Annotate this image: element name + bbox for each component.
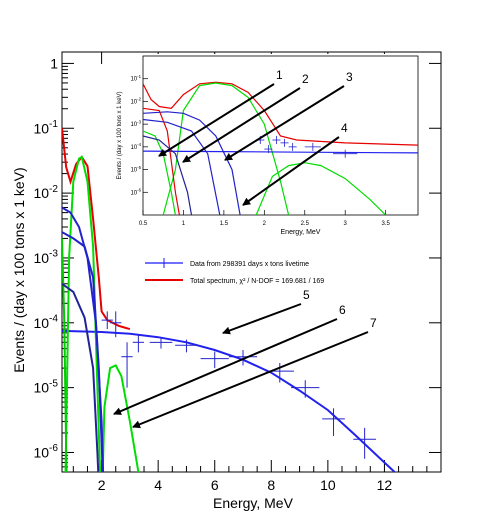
inset-series-line-red-steep — [143, 107, 180, 215]
inset-y-axis-label: Events / (day x 100 tons x 1 keV) — [117, 91, 123, 179]
inset-series-line-flat — [143, 150, 418, 154]
inset-series-line-main-peak — [162, 82, 290, 215]
annotation-arrow-2 — [182, 87, 301, 163]
series-line-blue-component-3 — [62, 282, 100, 472]
y-axis-label: Events / (day x 100 tons x 1 keV) — [11, 167, 27, 372]
x-tick-label: 8 — [267, 477, 275, 493]
annotation-arrow-6 — [113, 318, 338, 415]
inset-series-line-blue-component-2 — [143, 118, 221, 215]
inset-x-tick-label: 3 — [344, 221, 348, 227]
inset-series-line-total-spectrum — [143, 81, 418, 146]
series-line-blue-component-2 — [62, 231, 104, 472]
y-tick-label: 10-1 — [33, 119, 58, 136]
inset-x-tick-label: 3.5 — [381, 221, 390, 227]
x-axis-label: Energy, MeV — [213, 495, 294, 511]
series-line-low-energy-component — [62, 238, 68, 472]
y-tick-label: 10-3 — [33, 249, 58, 266]
x-tick-label: 6 — [211, 477, 219, 493]
inset-x-tick-label: 2.5 — [301, 221, 310, 227]
inset-y-tick-label: 10-5 — [130, 165, 141, 174]
series-line-total-spectrum — [62, 128, 131, 331]
annotation-label-1: 1 — [276, 68, 283, 82]
inset-plot: 0.5 1 1.5 2 2.5 3 3.5 10-6 10-5 10-4 10-3 10-2 10-1 E… — [117, 54, 420, 245]
y-tick-label: 10-5 — [33, 378, 58, 395]
x-tick-label: 10 — [320, 477, 336, 493]
inset-series-group — [143, 81, 418, 215]
inset-x-tick-label: 1.5 — [220, 221, 229, 227]
annotation-label-2: 2 — [302, 72, 309, 86]
annotation-arrow-3 — [224, 85, 345, 161]
annotation-label-3: 3 — [346, 70, 353, 84]
inset-series-line-blue-component-3 — [143, 135, 193, 215]
x-tick-label: 4 — [154, 477, 162, 493]
inset-y-tick-label: 10-3 — [130, 119, 141, 128]
annotation-arrow-7 — [132, 331, 369, 429]
annotation-arrow-4 — [242, 136, 340, 206]
inset-y-tick-label: 10-4 — [130, 142, 141, 151]
inset-y-tick-label: 10-6 — [130, 188, 141, 197]
inset-x-axis-label: Energy, MeV — [281, 229, 321, 236]
y-tick-label: 10-4 — [33, 313, 58, 330]
y-tick-label: 10-6 — [33, 443, 58, 460]
annotation-arrows: 1 2 3 4 5 6 7 — [113, 68, 377, 429]
series-line-high-energy-gaussian — [101, 364, 140, 472]
annotation-label-6: 6 — [339, 303, 346, 317]
inset-y-tick-label: 10-1 — [130, 74, 141, 83]
inset-frame — [142, 55, 419, 216]
inset-x-tick-label: 1 — [182, 221, 186, 227]
legend: Data from 298391 days x tons livetime Tot… — [145, 258, 324, 285]
legend-label: Data from 298391 days x tons livetime — [190, 261, 309, 268]
legend-label: Total spectrum, χ² / N-DOF = 169.681 / 1… — [190, 278, 324, 285]
inset-y-tick-label: 10-2 — [130, 97, 141, 106]
y-tick-label: 10-2 — [33, 184, 58, 201]
annotation-arrow-5 — [222, 303, 302, 335]
annotation-label-7: 7 — [370, 316, 377, 330]
y-tick-label: 1 — [50, 55, 58, 71]
main-series-group — [62, 128, 397, 472]
inset-x-tick-label: 2 — [263, 221, 267, 227]
inset-background — [141, 54, 420, 245]
x-tick-label: 12 — [377, 477, 393, 493]
annotation-label-5: 5 — [303, 288, 310, 302]
x-tick-label: 2 — [98, 477, 106, 493]
inset-x-tick-label: 0.5 — [139, 221, 148, 227]
inset-series-line-blue-component-1 — [143, 111, 241, 215]
annotation-arrow-1 — [158, 83, 275, 157]
inset-series-line-gaussian-high — [255, 162, 387, 215]
annotation-label-4: 4 — [341, 121, 348, 135]
